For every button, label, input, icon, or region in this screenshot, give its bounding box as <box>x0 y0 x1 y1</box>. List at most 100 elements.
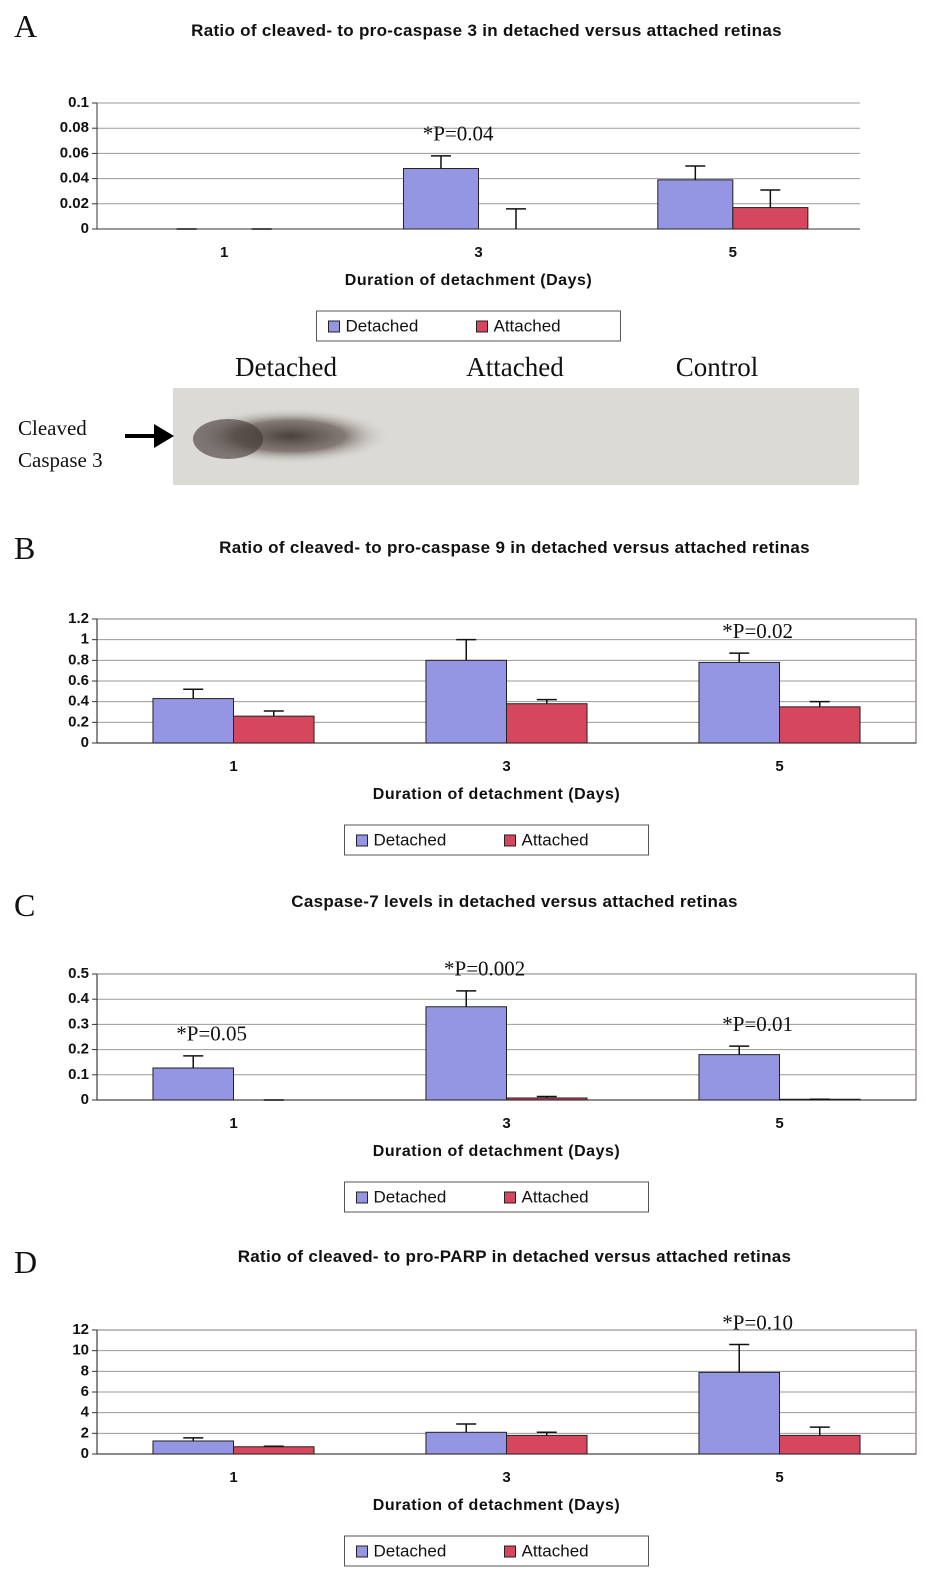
annotation: *P=0.04 <box>423 122 494 146</box>
blot-band-core <box>193 419 263 459</box>
bar <box>426 1007 507 1100</box>
error-bar <box>431 156 451 169</box>
chart-title: Caspase-7 levels in detached versus atta… <box>195 889 835 914</box>
bar <box>507 704 588 743</box>
legend-label: Detached <box>374 1187 447 1206</box>
legend-label: Attached <box>494 316 561 335</box>
y-tick-label: 0.02 <box>60 195 89 212</box>
bar <box>403 169 478 229</box>
y-tick-label: 0.2 <box>68 713 89 730</box>
y-tick-label: 0 <box>81 1445 89 1462</box>
panel-letter: B <box>14 530 35 567</box>
x-tick-label: 5 <box>775 1115 783 1132</box>
bar <box>153 699 234 743</box>
x-axis-label: Duration of detachment (Days) <box>345 272 592 289</box>
y-tick-label: 0.4 <box>68 693 90 710</box>
legend-swatch <box>357 835 368 846</box>
bar <box>234 716 315 743</box>
x-tick-label: 5 <box>775 1469 783 1486</box>
y-tick-label: 0.8 <box>68 651 89 668</box>
y-tick-label: 12 <box>72 1321 89 1338</box>
chart-title: Ratio of cleaved- to pro-caspase 3 in de… <box>167 18 807 43</box>
chart-canvas: 0 0.02 0.04 0.06 0.08 0.1 1 3 5 Duration of detac… <box>0 0 926 1575</box>
legend-swatch <box>505 1546 516 1557</box>
error-bar <box>183 1056 203 1068</box>
y-tick-label: 0.1 <box>68 94 89 111</box>
annotation: *P=0.01 <box>722 1012 793 1036</box>
legend-label: Detached <box>374 830 447 849</box>
y-tick-label: 0.2 <box>68 1041 89 1058</box>
x-axis-label: Duration of detachment (Days) <box>373 786 620 803</box>
lane-label: Control <box>676 352 759 383</box>
bar <box>507 1098 588 1100</box>
legend-label: Attached <box>522 1187 589 1206</box>
bar <box>234 1447 315 1454</box>
bar <box>507 1435 588 1454</box>
error-bar <box>506 209 526 229</box>
bar <box>780 1435 861 1454</box>
bar <box>426 660 507 743</box>
y-tick-label: 0.3 <box>68 1015 89 1032</box>
band-label: Cleaved Caspase 3 <box>18 412 128 476</box>
bar <box>699 1055 780 1100</box>
error-bar <box>685 166 705 180</box>
x-tick-label: 1 <box>229 1115 237 1132</box>
legend-swatch <box>505 1192 516 1203</box>
y-tick-label: 0.1 <box>68 1066 89 1083</box>
x-axis-label: Duration of detachment (Days) <box>373 1143 620 1160</box>
y-tick-label: 0.5 <box>68 965 89 982</box>
x-tick-label: 5 <box>775 758 783 775</box>
y-tick-label: 0 <box>81 734 89 751</box>
y-tick-label: 0 <box>81 1091 89 1108</box>
error-bar <box>810 1427 830 1435</box>
y-tick-label: 10 <box>72 1342 89 1359</box>
y-tick-label: 4 <box>81 1404 90 1421</box>
x-tick-label: 1 <box>220 244 228 261</box>
bar <box>699 662 780 743</box>
y-tick-label: 1 <box>81 631 89 648</box>
legend-swatch <box>357 1192 368 1203</box>
legend-swatch <box>357 1546 368 1557</box>
x-tick-label: 5 <box>729 244 737 261</box>
x-tick-label: 3 <box>474 244 482 261</box>
lane-label: Attached <box>466 352 563 383</box>
error-bar <box>729 653 749 662</box>
legend-swatch <box>477 321 488 332</box>
error-bar <box>264 1446 284 1447</box>
bar <box>658 180 733 229</box>
error-bar <box>183 689 203 698</box>
y-tick-label: 0.4 <box>68 990 90 1007</box>
legend-label: Detached <box>346 316 419 335</box>
y-tick-label: 0.08 <box>60 119 89 136</box>
bar <box>153 1441 234 1454</box>
y-tick-label: 0 <box>81 220 89 237</box>
legend-swatch <box>329 321 340 332</box>
annotation: *P=0.10 <box>722 1310 793 1334</box>
figure: 0 0.02 0.04 0.06 0.08 0.1 1 3 5 Duration of detac… <box>0 0 926 1575</box>
bar <box>426 1432 507 1454</box>
lane-label: Detached <box>235 352 337 383</box>
panel-letter: A <box>14 8 37 45</box>
bar <box>153 1068 234 1100</box>
y-tick-label: 0.6 <box>68 672 89 689</box>
legend-label: Attached <box>522 1541 589 1560</box>
blot-arrow-head <box>154 424 174 448</box>
chart-title: Ratio of cleaved- to pro-PARP in detache… <box>195 1244 835 1269</box>
error-bar <box>264 711 284 716</box>
y-tick-label: 0.04 <box>60 170 90 187</box>
chart-title: Ratio of cleaved- to pro-caspase 9 in de… <box>195 535 835 560</box>
bar <box>780 707 861 743</box>
x-tick-label: 1 <box>229 1469 237 1486</box>
x-tick-label: 3 <box>502 758 510 775</box>
error-bar <box>760 190 780 208</box>
legend-label: Attached <box>522 830 589 849</box>
y-tick-label: 8 <box>81 1362 89 1379</box>
annotation: *P=0.02 <box>722 619 793 643</box>
x-axis-label: Duration of detachment (Days) <box>373 1497 620 1514</box>
y-tick-label: 1.2 <box>68 610 89 627</box>
y-tick-label: 2 <box>81 1424 89 1441</box>
y-tick-label: 0.06 <box>60 144 89 161</box>
error-bar <box>729 1046 749 1055</box>
error-bar <box>729 1344 749 1372</box>
annotation: *P=0.002 <box>444 957 525 981</box>
